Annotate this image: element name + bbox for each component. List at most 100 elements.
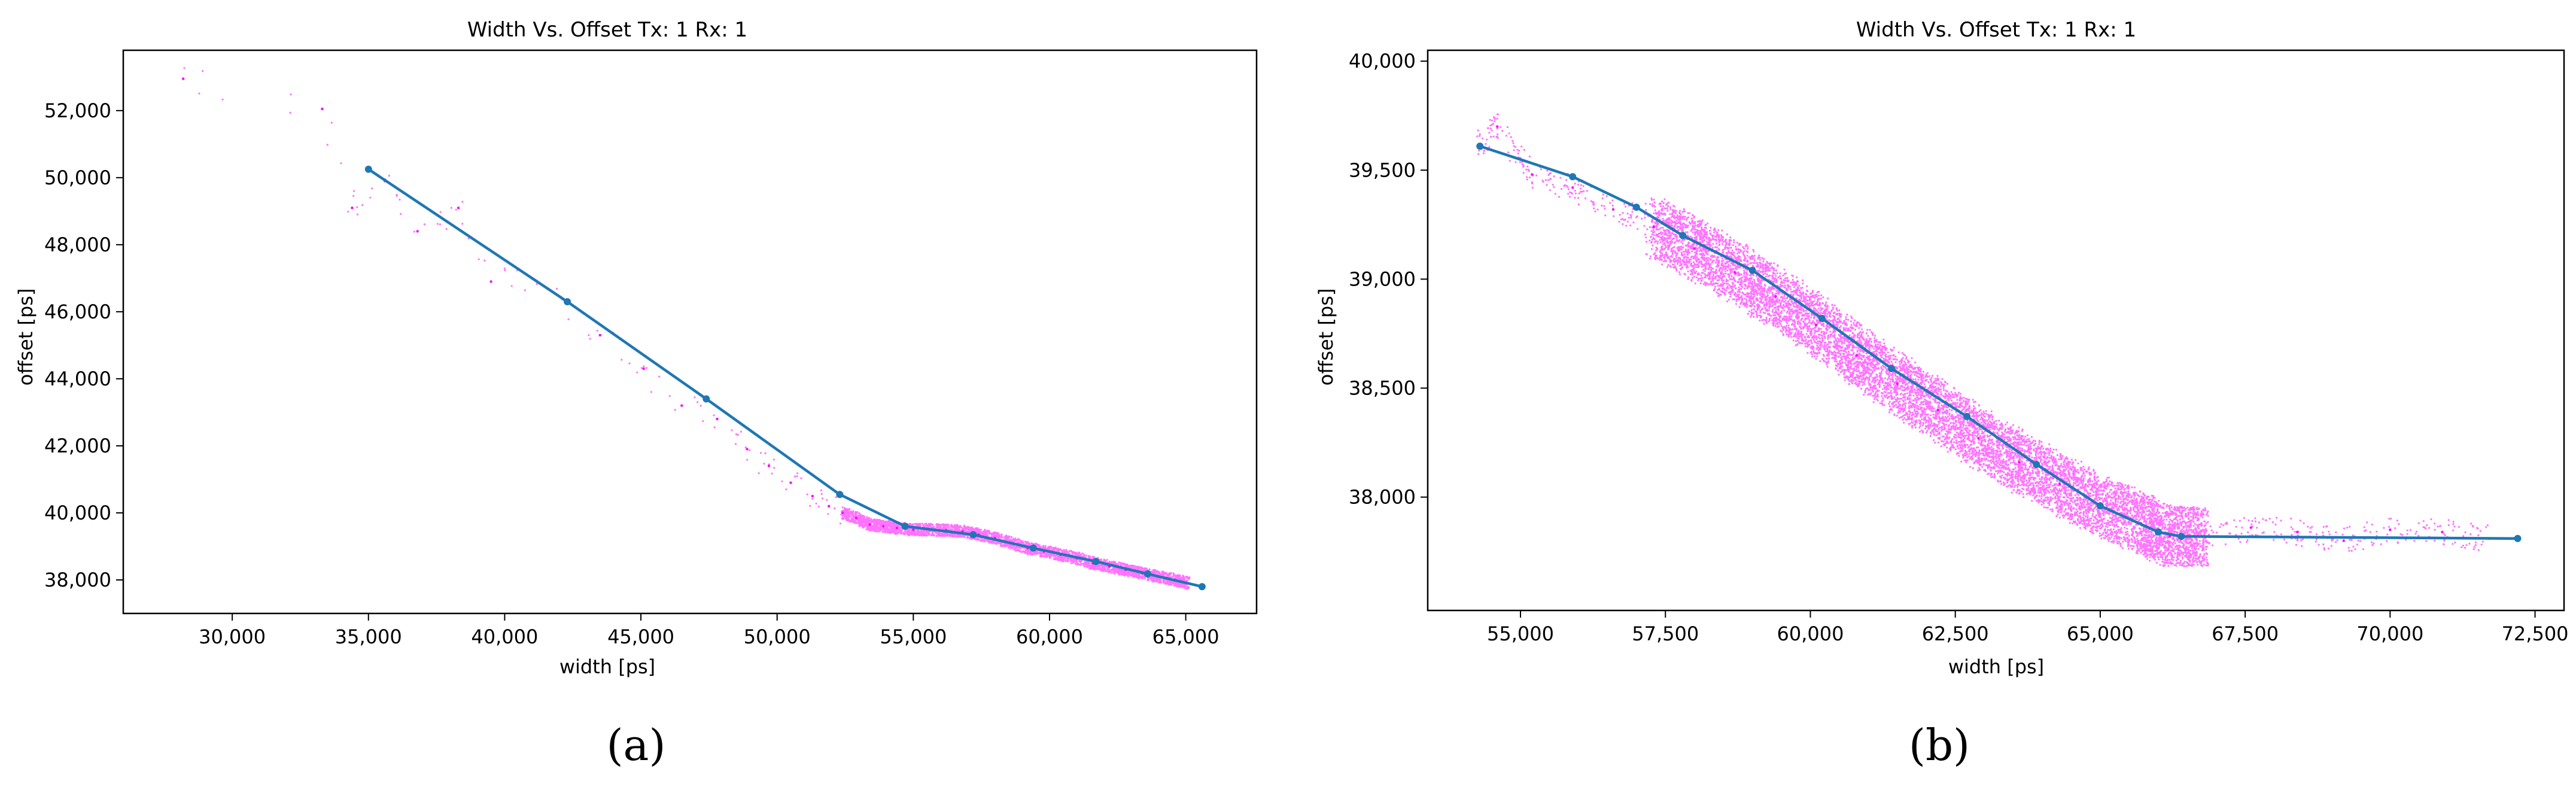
x-axis-label: width [ps] <box>559 655 655 678</box>
chart-title: Width Vs. Offset Tx: 1 Rx: 1 <box>1856 18 2136 42</box>
plot-area: 30,000 35,000 40,000 45,000 50,000 55,000 60,0… <box>44 49 1258 648</box>
scatter-point <box>680 404 683 407</box>
scatter-point <box>811 494 814 498</box>
y-tick-label: 39,000 <box>1349 268 1416 290</box>
y-tick-label: 44,000 <box>44 367 111 390</box>
x-tick-label: 70,000 <box>2356 622 2423 645</box>
scatter-point <box>789 481 792 484</box>
scatter-point <box>1652 225 1656 229</box>
scatter-point <box>1611 208 1615 211</box>
scatter-point <box>767 464 771 467</box>
scatter-point <box>2342 539 2345 542</box>
scatter-point <box>416 230 419 233</box>
x-tick-label: 50,000 <box>744 625 811 648</box>
scatter-point <box>868 523 871 526</box>
line-marker <box>2514 534 2522 542</box>
x-axis-label: width [ps] <box>1948 655 2044 678</box>
line-marker <box>364 165 372 173</box>
axes-frame <box>122 49 1258 615</box>
line-marker <box>1818 315 1826 322</box>
y-tick-label: 40,000 <box>1349 50 1416 72</box>
scatter-point <box>1814 323 1818 327</box>
line-marker <box>1143 570 1151 578</box>
x-tick-label: 57,500 <box>1632 622 1699 645</box>
y-axis-label: offset [ps] <box>14 288 37 386</box>
scatter-point <box>2441 530 2444 534</box>
y-tick-label: 50,000 <box>44 166 111 189</box>
scatter-point <box>1896 382 1899 385</box>
scatter-point <box>321 107 324 111</box>
scatter-point <box>828 505 831 508</box>
scatter-point <box>1496 125 1499 128</box>
x-tick-label: 62,500 <box>1922 622 1989 645</box>
line-marker <box>2177 533 2185 540</box>
line-marker <box>1569 173 1577 181</box>
x-tick-label: 67,500 <box>2212 622 2279 645</box>
x-tick-label: 65,000 <box>1152 625 1219 648</box>
scatter-cloud <box>1476 113 2489 567</box>
scatter-point <box>1571 186 1574 189</box>
line-marker <box>1198 583 1206 591</box>
line-marker <box>702 395 710 403</box>
y-tick-label: 40,000 <box>44 502 111 524</box>
scatter-point <box>351 206 354 209</box>
scatter-point <box>1936 408 1939 412</box>
x-tick-label: 60,000 <box>1777 622 1844 645</box>
x-tick-label: 35,000 <box>335 625 402 648</box>
scatter-point <box>2169 535 2171 538</box>
axes-frame <box>1427 49 2565 612</box>
chart-title: Width Vs. Offset Tx: 1 Rx: 1 <box>467 18 747 42</box>
scatter-point <box>2018 461 2021 464</box>
line-marker <box>564 298 571 306</box>
x-tick-label: 72,500 <box>2502 622 2569 645</box>
scatter-point <box>457 206 460 209</box>
x-tick-label: 30,000 <box>199 625 266 648</box>
y-tick-label: 42,000 <box>44 434 111 457</box>
line-marker <box>2033 461 2040 468</box>
scatter-point <box>2249 526 2252 529</box>
scatter-point <box>882 525 885 528</box>
line-marker <box>1092 558 1100 566</box>
panel-label: (b) <box>1909 720 1970 770</box>
y-tick-label: 38,500 <box>1349 377 1416 400</box>
y-tick-label: 52,000 <box>44 99 111 122</box>
line-marker <box>1888 364 1896 372</box>
scatter-point <box>642 367 645 370</box>
scatter-point <box>895 527 899 530</box>
line-marker <box>2154 528 2162 536</box>
x-tick-label: 40,000 <box>471 625 538 648</box>
line-marker <box>901 522 909 530</box>
chart-panel-a: Width Vs. Offset Tx: 1 Rx: 1 30,000 35,00… <box>14 18 1258 770</box>
panel-label: (a) <box>606 720 665 770</box>
scatter-point <box>2296 530 2299 534</box>
line-marker <box>836 491 844 499</box>
y-tick-label: 48,000 <box>44 233 111 256</box>
scatter-point <box>598 333 601 337</box>
x-tick-label: 55,000 <box>880 625 947 648</box>
line-marker <box>969 531 977 539</box>
y-tick-label: 38,000 <box>1349 486 1416 509</box>
scatter-point <box>1774 295 1777 298</box>
line-marker <box>1476 142 1484 150</box>
x-tick-label: 55,000 <box>1487 622 1554 645</box>
series-line <box>367 168 1203 588</box>
line-marker <box>1748 266 1756 274</box>
plot-area: 55,000 57,500 60,000 62,500 65,000 67,500 70,0… <box>1349 49 2569 645</box>
line-marker <box>1963 412 1971 420</box>
scatter-point <box>716 417 719 421</box>
scatter-point <box>182 77 185 80</box>
line-marker <box>1029 544 1037 552</box>
scatter-point <box>1531 173 1534 176</box>
scatter-point <box>1693 247 1696 250</box>
line-marker <box>1679 232 1687 239</box>
scatter-point <box>854 516 857 519</box>
y-tick-label: 39,500 <box>1349 159 1416 181</box>
scatter-point <box>746 448 749 451</box>
scatter-point <box>1977 437 1980 440</box>
y-tick-label: 38,000 <box>44 569 111 591</box>
scatter-point <box>1855 354 1859 357</box>
x-tick-label: 60,000 <box>1016 625 1083 648</box>
line-marker <box>2096 502 2104 510</box>
chart-panel-b: Width Vs. Offset Tx: 1 Rx: 1 55,000 57,50… <box>1315 18 2569 770</box>
